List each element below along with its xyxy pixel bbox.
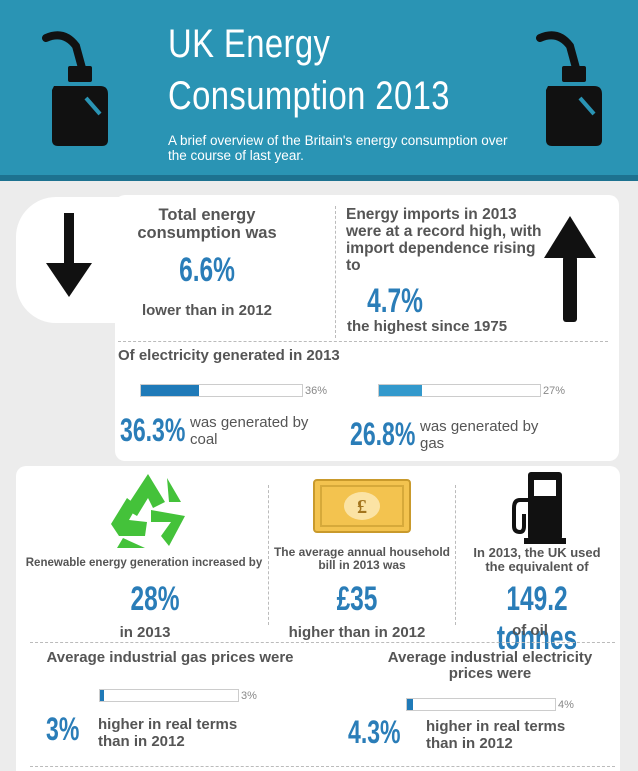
header-stripe [0, 175, 638, 181]
gas-price-bar-label: 3% [241, 690, 257, 702]
banknote-symbol: £ [357, 496, 367, 518]
page-subtitle: A brief overview of the Britain's energy… [168, 133, 508, 163]
total-energy-value: 6.6% [179, 251, 235, 289]
gas-price-bar [99, 689, 239, 702]
gas-prices-value: 3% [46, 711, 80, 747]
bill-footer: higher than in 2012 [288, 624, 426, 641]
gas-text: was generated by gas [420, 418, 539, 452]
page-title-line2: Consumption 2013 [168, 74, 450, 118]
arrow-down-icon [46, 213, 92, 297]
energy-overview-panel [115, 195, 619, 461]
elec-prices-value: 4.3% [348, 714, 401, 750]
fuel-can-icon [536, 31, 602, 146]
total-energy-footer: lower than in 2012 [141, 302, 273, 319]
imports-footer: the highest since 1975 [347, 318, 508, 335]
page-title-line1: UK Energy [168, 22, 331, 66]
gas-bar-label: 27% [543, 385, 566, 397]
recycle-icon [111, 474, 185, 548]
gas-prices-text: higher in real terms than in 2012 [98, 716, 238, 750]
divider [30, 766, 615, 767]
elec-price-bar [406, 698, 556, 711]
coal-bar-label: 36% [305, 385, 328, 397]
arrow-up-icon [544, 216, 596, 322]
fuel-pump-icon [512, 472, 566, 544]
bill-value: £35 [336, 580, 378, 618]
divider [30, 642, 615, 643]
bill-label: The average annual household bill in 201… [273, 545, 451, 572]
banknote-icon: £ [313, 479, 411, 533]
divider [268, 485, 269, 625]
header-banner [0, 0, 638, 175]
coal-value: 36.3% [120, 412, 186, 448]
imports-value: 4.7% [367, 282, 423, 320]
elec-prices-label: Average industrial electricity prices we… [387, 649, 593, 682]
electricity-heading: Of electricity generated in 2013 [118, 347, 340, 364]
renewable-footer: in 2013 [119, 624, 171, 641]
gas-share-bar [378, 384, 541, 397]
gas-prices-label: Average industrial gas prices were [46, 649, 294, 666]
fuel-can-icon [42, 31, 108, 146]
divider [455, 485, 456, 625]
divider [118, 341, 608, 342]
oil-label: In 2013, the UK used the equivalent of [473, 545, 601, 574]
oil-footer: of oil [512, 622, 548, 639]
elec-price-bar-label: 4% [558, 699, 574, 711]
renewable-value: 28% [130, 580, 180, 618]
total-energy-label: Total energy consumption was [137, 206, 277, 242]
coal-text: was generated by coal [190, 414, 309, 448]
renewable-label: Renewable energy generation increased by [25, 557, 263, 569]
imports-label: Energy imports in 2013 were at a record … [346, 206, 542, 274]
elec-prices-text: higher in real terms than in 2012 [426, 718, 566, 752]
gas-value: 26.8% [350, 416, 416, 452]
oil-value: 149.2 tonnes [496, 580, 578, 657]
divider [335, 206, 336, 338]
coal-share-bar [140, 384, 303, 397]
